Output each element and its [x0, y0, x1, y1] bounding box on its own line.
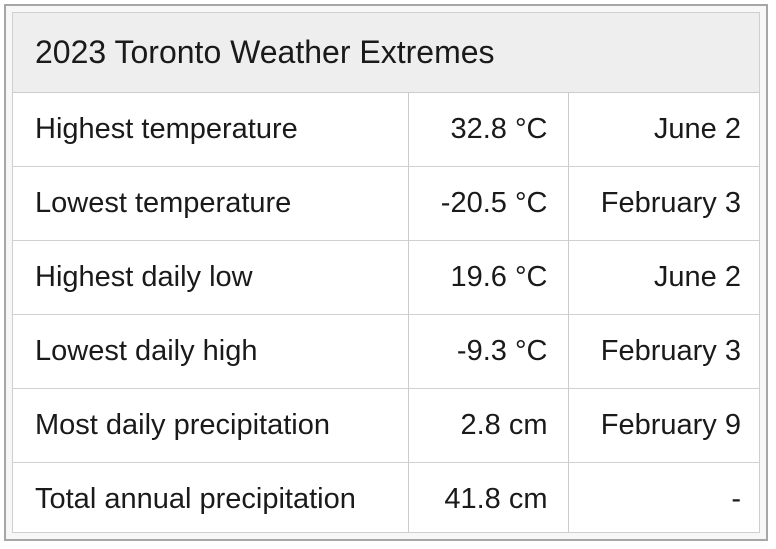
row-date: February 9 — [568, 388, 759, 463]
row-date: February 3 — [568, 166, 759, 241]
row-value: 2.8 cm — [408, 388, 569, 463]
table-row: Highest daily low 19.6 °C June 2 — [13, 240, 759, 315]
table-row: Total annual precipitation 41.8 cm - — [13, 462, 759, 532]
weather-extremes-table: Highest temperature 32.8 °C June 2 Lowes… — [13, 93, 759, 532]
row-value: -20.5 °C — [408, 166, 569, 241]
row-label: Lowest temperature — [13, 166, 409, 241]
row-label: Total annual precipitation — [13, 462, 409, 532]
row-value: 19.6 °C — [408, 240, 569, 315]
weather-table-card: 2023 Toronto Weather Extremes Highest te… — [12, 12, 760, 533]
row-date: June 2 — [653, 113, 741, 145]
row-label: Most daily precipitation — [13, 388, 409, 463]
row-label: Lowest daily high — [13, 314, 409, 389]
row-value: 41.8 cm — [408, 462, 569, 532]
table-row: Highest temperature 32.8 °C June 2 — [13, 93, 759, 167]
table-title: 2023 Toronto Weather Extremes — [13, 13, 759, 93]
row-label: Highest daily low — [13, 240, 409, 315]
row-date: - — [568, 462, 759, 532]
row-value: 32.8 °C — [408, 93, 569, 167]
table-row: Lowest temperature -20.5 °C February 3 — [13, 166, 759, 241]
row-label: Highest temperature — [13, 93, 409, 167]
table-row: Most daily precipitation 2.8 cm February… — [13, 388, 759, 463]
row-date: June 2 — [568, 240, 759, 315]
table-frame: 2023 Toronto Weather Extremes Highest te… — [4, 4, 768, 541]
row-date: February 3 — [568, 314, 759, 389]
row-value: -9.3 °C — [408, 314, 569, 389]
table-row: Lowest daily high -9.3 °C February 3 — [13, 314, 759, 389]
